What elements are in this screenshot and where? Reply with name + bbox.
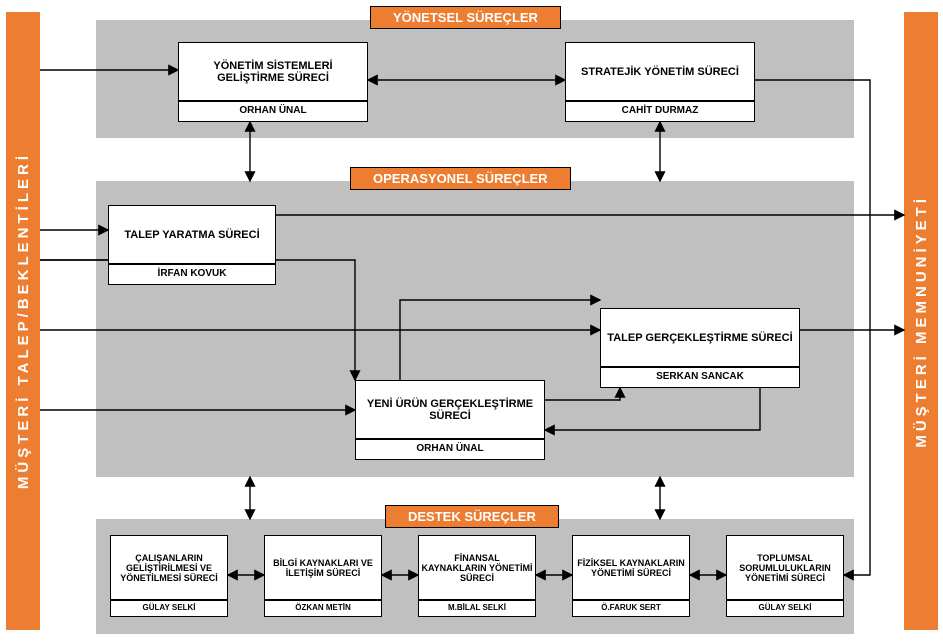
section-support-title: DESTEK SÜREÇLER <box>385 505 559 528</box>
process-ysg-owner: ORHAN ÜNAL <box>179 101 367 120</box>
process-ysg: YÖNETİM SİSTEMLERİ GELİŞTİRME SÜRECİ ORH… <box>178 42 368 122</box>
process-fk-title: FİNANSAL KAYNAKLARIN YÖNETİMİ SÜRECİ <box>419 536 535 600</box>
process-sy-title: STRATEJİK YÖNETİM SÜRECİ <box>566 43 754 101</box>
process-bk-owner: ÖZKAN METİN <box>265 600 381 615</box>
section-operational-title: OPERASYONEL SÜREÇLER <box>350 167 571 190</box>
process-ts-owner: GÜLAY SELKİ <box>727 600 843 615</box>
process-fzk-owner: Ö.FARUK SERT <box>573 600 689 615</box>
process-yu: YENİ ÜRÜN GERÇEKLEŞTİRME SÜRECİ ORHAN ÜN… <box>355 380 545 460</box>
process-bk-title: BİLGİ KAYNAKLARI VE İLETİŞİM SÜRECİ <box>265 536 381 600</box>
process-cg: ÇALIŞANLARIN GELİŞTİRİLMESİ VE YÖNETİLME… <box>110 535 228 617</box>
process-ts-title: TOPLUMSAL SORUMLULUKLARIN YÖNETİMİ SÜREC… <box>727 536 843 600</box>
right-vertical-bar: MÜŞTERİ MEMNUNİYETİ <box>904 12 938 630</box>
process-yu-title: YENİ ÜRÜN GERÇEKLEŞTİRME SÜRECİ <box>356 381 544 439</box>
process-fk-owner: M.BİLAL SELKİ <box>419 600 535 615</box>
process-tg-title: TALEP GERÇEKLEŞTİRME SÜRECİ <box>601 309 799 367</box>
diagram-canvas: MÜŞTERİ TALEP/BEKLENTİLERİ MÜŞTERİ MEMNU… <box>0 0 943 643</box>
process-ty: TALEP YARATMA SÜRECİ İRFAN KOVUK <box>108 205 276 285</box>
section-management-title: YÖNETSEL SÜREÇLER <box>370 6 561 29</box>
process-yu-owner: ORHAN ÜNAL <box>356 439 544 458</box>
left-vertical-bar-label: MÜŞTERİ TALEP/BEKLENTİLERİ <box>15 152 32 489</box>
process-tg-owner: SERKAN SANCAK <box>601 367 799 386</box>
process-tg: TALEP GERÇEKLEŞTİRME SÜRECİ SERKAN SANCA… <box>600 308 800 388</box>
right-vertical-bar-label: MÜŞTERİ MEMNUNİYETİ <box>913 195 930 448</box>
process-ts: TOPLUMSAL SORUMLULUKLARIN YÖNETİMİ SÜREC… <box>726 535 844 617</box>
process-cg-owner: GÜLAY SELKİ <box>111 600 227 615</box>
process-bk: BİLGİ KAYNAKLARI VE İLETİŞİM SÜRECİ ÖZKA… <box>264 535 382 617</box>
process-sy: STRATEJİK YÖNETİM SÜRECİ CAHİT DURMAZ <box>565 42 755 122</box>
process-sy-owner: CAHİT DURMAZ <box>566 101 754 120</box>
process-ty-title: TALEP YARATMA SÜRECİ <box>109 206 275 264</box>
left-vertical-bar: MÜŞTERİ TALEP/BEKLENTİLERİ <box>6 12 40 630</box>
process-ty-owner: İRFAN KOVUK <box>109 264 275 283</box>
process-fk: FİNANSAL KAYNAKLARIN YÖNETİMİ SÜRECİ M.B… <box>418 535 536 617</box>
process-cg-title: ÇALIŞANLARIN GELİŞTİRİLMESİ VE YÖNETİLME… <box>111 536 227 600</box>
process-fzk: FİZİKSEL KAYNAKLARIN YÖNETİMİ SÜRECİ Ö.F… <box>572 535 690 617</box>
process-ysg-title: YÖNETİM SİSTEMLERİ GELİŞTİRME SÜRECİ <box>179 43 367 101</box>
process-fzk-title: FİZİKSEL KAYNAKLARIN YÖNETİMİ SÜRECİ <box>573 536 689 600</box>
